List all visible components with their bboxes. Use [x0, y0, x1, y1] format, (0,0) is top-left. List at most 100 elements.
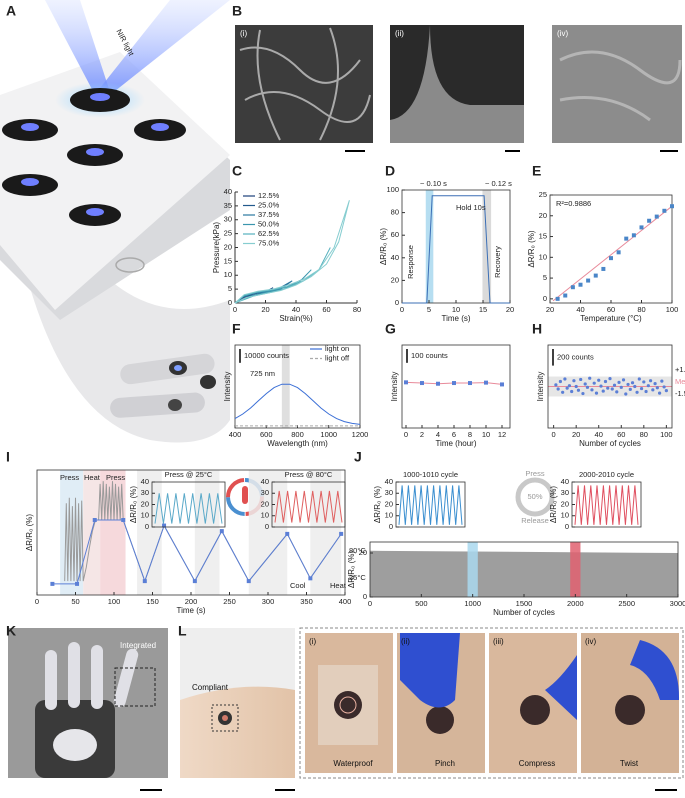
marker	[646, 384, 650, 388]
marker	[608, 377, 612, 381]
marker	[670, 204, 674, 209]
x-axis-label: Wavelength (nm)	[267, 439, 328, 448]
photo-label: Compliant	[192, 683, 229, 692]
marker	[563, 377, 567, 381]
marker	[554, 383, 558, 387]
marker	[630, 381, 635, 385]
y-tick-label: 0	[265, 522, 269, 531]
cycle-center: 50%	[527, 492, 542, 501]
x-axis-label: Time (s)	[441, 314, 470, 323]
series-line	[154, 493, 223, 524]
inset-title: Press @ 25°C	[165, 470, 213, 479]
y-tick-label: 35	[224, 201, 232, 210]
inset-tag: (ii)	[401, 637, 410, 646]
y-tick-label: 80	[391, 208, 399, 217]
y-axis-label: Intensity	[536, 372, 545, 402]
marker	[658, 391, 662, 395]
y-tick-label: 30	[224, 215, 232, 224]
y-tick-label: 15	[224, 256, 232, 265]
photo-label: Integrated	[120, 641, 156, 650]
panel-letter: K	[6, 623, 16, 639]
y-tick-label: 10	[385, 511, 393, 520]
y-tick-label: 20	[385, 499, 393, 508]
series-line	[234, 383, 361, 425]
y-axis-label: Intensity	[390, 372, 399, 402]
marker	[635, 390, 639, 394]
y-tick-label: 5	[228, 284, 232, 293]
y-tick-label: 40	[224, 187, 232, 196]
marker	[639, 386, 644, 391]
inset-tag: (iii)	[493, 637, 504, 646]
marker	[246, 579, 251, 584]
panel-l-photo	[180, 627, 684, 791]
x-tick-label: 1000	[320, 430, 337, 439]
marker	[593, 273, 598, 278]
y-tick-label: 5	[543, 273, 547, 282]
x-tick-label: 400	[229, 430, 242, 439]
y-axis-label: ΔR/R₀ (%)	[347, 551, 356, 588]
panel-letter: D	[385, 163, 395, 179]
y-tick-label: 10	[224, 270, 232, 279]
plot-frame	[547, 344, 673, 429]
y-axis-label: ΔR/R₀ (%)	[527, 230, 536, 267]
annotation: Heat	[330, 581, 347, 590]
y-axis-label: ΔR/R₀ (%)	[379, 228, 388, 265]
x-tick-label: 1500	[516, 599, 533, 608]
marker	[653, 381, 657, 386]
legend-label: light off	[325, 353, 350, 362]
marker	[637, 377, 641, 381]
marker	[662, 385, 666, 389]
plot-frame	[401, 344, 511, 429]
x-axis-label: Number of cycles	[579, 439, 641, 448]
marker	[583, 382, 587, 386]
x-tick-label: 0	[368, 599, 372, 608]
marker	[563, 293, 568, 298]
marker	[578, 282, 583, 287]
x-tick-label: 60	[617, 430, 625, 439]
y-tick-label: 60	[391, 230, 399, 239]
y-tick-label: 20	[359, 548, 367, 557]
image-tag: (iv)	[557, 29, 568, 38]
marker	[162, 523, 167, 528]
x-tick-label: 20	[506, 305, 514, 314]
cycle-icon	[515, 477, 555, 517]
image-tag: (i)	[240, 29, 247, 38]
x-tick-label: 350	[300, 597, 313, 606]
marker	[585, 385, 590, 389]
y-tick-label: 0	[395, 298, 399, 307]
y-tick-label: 0	[565, 522, 569, 531]
x-axis-label: Time (s)	[176, 606, 205, 615]
marker	[556, 387, 560, 391]
area	[370, 550, 678, 597]
annotation: -1.5%	[675, 389, 685, 398]
cycle-top: Press	[525, 469, 544, 478]
marker	[92, 518, 97, 522]
x-tick-label: 2000	[567, 599, 584, 608]
y-tick-label: 30	[141, 488, 149, 497]
x-tick-label: 1000	[464, 599, 481, 608]
marker	[468, 381, 472, 386]
marker	[626, 382, 630, 387]
y-tick-label: 100	[386, 185, 399, 194]
x-tick-label: 40	[595, 430, 603, 439]
legend-label: 12.5%	[258, 191, 280, 200]
marker	[606, 386, 610, 390]
region	[137, 470, 162, 595]
marker	[570, 389, 574, 394]
panel-letter: C	[232, 163, 242, 179]
region	[310, 470, 342, 595]
marker	[609, 256, 613, 261]
marker	[615, 390, 619, 394]
marker	[555, 296, 560, 301]
x-tick-label: 500	[415, 599, 428, 608]
marker	[339, 531, 344, 536]
y-tick-label: 15	[539, 232, 547, 241]
panel-letter: I	[6, 449, 10, 465]
marker	[624, 236, 629, 241]
series-line	[52, 519, 342, 585]
series-line	[552, 205, 673, 302]
x-tick-label: 50	[71, 597, 79, 606]
y-tick-label: 40	[385, 477, 393, 486]
marker	[561, 390, 565, 394]
